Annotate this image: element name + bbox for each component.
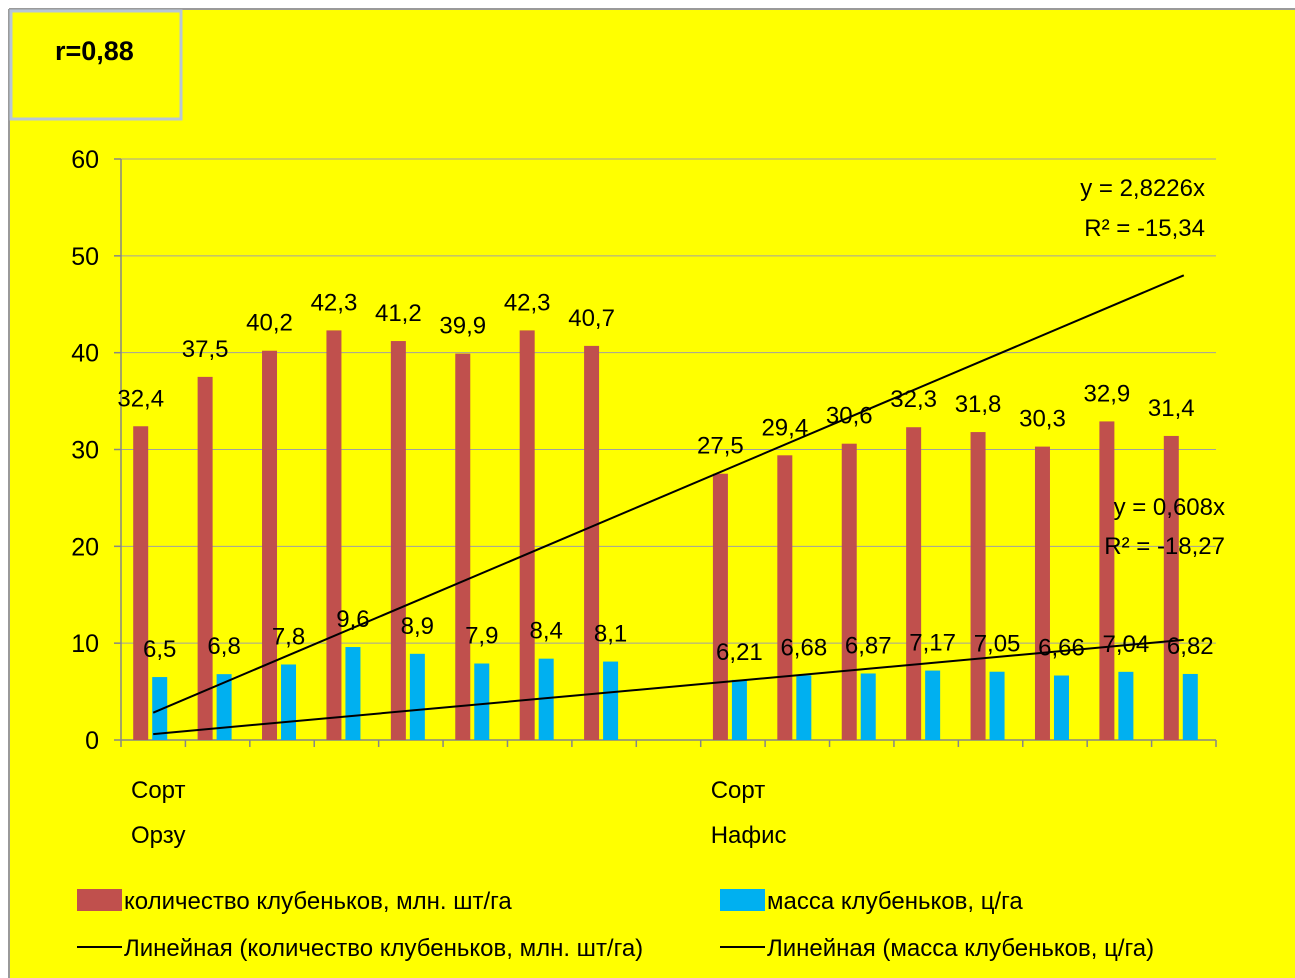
trendline-r2: R² = -18,27 <box>1104 533 1225 560</box>
bar-mass <box>1118 671 1134 740</box>
data-label-mass: 7,9 <box>465 623 498 650</box>
trendline <box>153 638 1184 736</box>
bar-count <box>841 443 857 740</box>
y-tick-label: 0 <box>85 727 99 755</box>
bar-count <box>777 455 793 740</box>
legend-label: Линейная (количество клубеньков, млн. шт… <box>124 935 643 962</box>
y-tick-label: 40 <box>71 340 99 368</box>
bar-mass <box>989 671 1005 740</box>
data-label-count: 30,3 <box>1019 406 1066 433</box>
bar-count <box>712 473 728 740</box>
data-label-count: 31,4 <box>1148 395 1195 422</box>
data-label-count: 42,3 <box>311 289 358 316</box>
bar-mass <box>860 673 876 740</box>
data-label-count: 32,9 <box>1084 380 1131 407</box>
category-label: Орзу <box>131 822 185 849</box>
legend-swatch <box>720 889 765 911</box>
bar-count <box>584 345 600 740</box>
bar-count <box>262 350 278 740</box>
data-label-count: 40,7 <box>568 305 615 332</box>
bar-mass <box>1182 673 1198 740</box>
bar-count <box>133 426 149 740</box>
bar-mass <box>538 658 554 740</box>
trendline-r2: R² = -15,34 <box>1084 215 1205 242</box>
bar-mass <box>216 674 232 740</box>
bar-mass <box>1053 675 1069 740</box>
bar-mass <box>474 663 490 740</box>
data-label-count: 41,2 <box>375 300 422 327</box>
bar-mass <box>345 647 361 740</box>
bar-count <box>326 330 342 740</box>
data-label-count: 29,4 <box>761 414 808 441</box>
bar-count <box>970 432 986 740</box>
bar-count <box>197 376 213 740</box>
trendline <box>152 274 1185 714</box>
data-label-mass: 6,68 <box>780 634 827 661</box>
y-tick-label: 20 <box>71 533 99 561</box>
bar-mass <box>409 653 425 740</box>
bar-count <box>1034 446 1050 740</box>
bar-count <box>455 353 471 740</box>
chart-background <box>9 9 1295 978</box>
data-label-mass: 7,8 <box>272 623 305 650</box>
bar-mass <box>603 661 619 740</box>
data-label-mass: 6,8 <box>207 633 240 660</box>
legend-label: количество клубеньков, млн. шт/га <box>124 888 512 915</box>
bar-mass <box>925 670 941 740</box>
data-label-mass: 6,87 <box>845 632 892 659</box>
y-tick-label: 60 <box>71 146 99 174</box>
bar-mass <box>152 677 168 740</box>
category-label: Сорт <box>131 777 186 804</box>
y-tick-label: 30 <box>71 437 99 465</box>
bar-mass <box>281 664 297 740</box>
data-label-count: 27,5 <box>697 433 744 460</box>
bar-count <box>1163 435 1179 740</box>
bar-mass <box>731 679 747 740</box>
data-label-count: 31,8 <box>955 391 1002 418</box>
category-label: Нафис <box>711 822 787 849</box>
bar-mass <box>796 675 812 740</box>
data-label-mass: 7,17 <box>909 630 956 657</box>
data-label-mass: 6,82 <box>1167 633 1214 660</box>
data-label-mass: 8,4 <box>529 618 562 645</box>
trendline-equation: y = 2,8226x <box>1080 175 1205 202</box>
bar-count <box>519 330 535 740</box>
data-label-count: 40,2 <box>246 310 293 337</box>
correlation-text: r=0,88 <box>55 36 134 66</box>
legend-swatch <box>77 889 122 911</box>
data-label-count: 37,5 <box>182 336 229 363</box>
data-label-count: 30,6 <box>826 403 873 430</box>
data-label-count: 32,4 <box>117 385 164 412</box>
data-label-count: 42,3 <box>504 289 551 316</box>
category-label: Сорт <box>711 777 766 804</box>
bar-count <box>1099 421 1115 740</box>
y-tick-label: 10 <box>71 630 99 658</box>
trendline-equation: y = 0,608x <box>1114 494 1225 521</box>
legend-label: масса клубеньков, ц/га <box>767 888 1023 915</box>
data-label-mass: 8,9 <box>401 613 434 640</box>
correlation-box <box>9 9 183 121</box>
bar-count <box>906 427 922 740</box>
data-label-mass: 6,5 <box>143 636 176 663</box>
data-label-mass: 6,66 <box>1038 635 1085 662</box>
data-label-mass: 7,05 <box>974 631 1021 658</box>
bar-count <box>390 341 406 740</box>
data-label-count: 39,9 <box>439 313 486 340</box>
data-label-mass: 8,1 <box>594 621 627 648</box>
legend-label: Линейная (масса клубеньков, ц/га) <box>767 935 1154 962</box>
y-tick-label: 50 <box>71 243 99 271</box>
data-label-mass: 6,21 <box>716 639 763 666</box>
